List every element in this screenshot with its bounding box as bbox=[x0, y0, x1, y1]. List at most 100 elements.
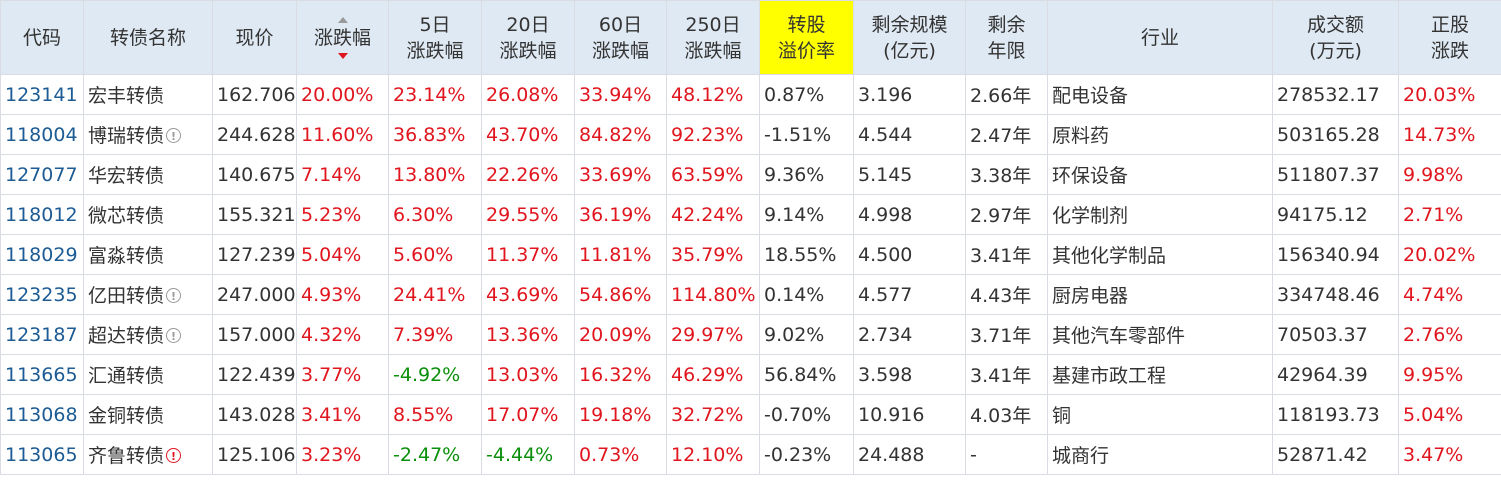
cell-name[interactable]: 华宏转债 bbox=[83, 154, 213, 195]
table-row[interactable]: 118004 博瑞转债! 244.628 11.60% 36.83% 43.70% 84.8… bbox=[0, 114, 1501, 155]
column-header-name[interactable]: 转债名称 bbox=[83, 0, 213, 75]
table-row[interactable]: 123235 亿田转债! 247.000 4.93% 24.41% 43.69% 54.86… bbox=[0, 274, 1501, 315]
cell-price: 244.628 bbox=[212, 114, 297, 155]
change-value: 5.23% bbox=[301, 203, 362, 226]
cell-code[interactable]: 123187 bbox=[0, 314, 84, 355]
d250-value: 12.10% bbox=[671, 443, 744, 466]
column-header-years[interactable]: 剩余 年限 bbox=[965, 0, 1048, 75]
column-header-d250[interactable]: 250日 涨跌幅 bbox=[666, 0, 760, 75]
column-header-d60[interactable]: 60日 涨跌幅 bbox=[574, 0, 667, 75]
years-value: 3.71年 bbox=[970, 325, 1032, 347]
change-value: 5.04% bbox=[301, 243, 362, 266]
info-circle-icon[interactable]: ! bbox=[166, 328, 182, 343]
years-value: 2.47年 bbox=[970, 125, 1032, 147]
table-row[interactable]: 113068 金铜转债 143.028 3.41% 8.55% 17.07% 19.18% 3… bbox=[0, 394, 1501, 435]
column-header-price[interactable]: 现价 bbox=[212, 0, 297, 75]
cell-d60: 16.32% bbox=[574, 354, 667, 395]
cell-name[interactable]: 金铜转债 bbox=[83, 394, 213, 435]
cell-stock_change: 20.02% bbox=[1398, 234, 1501, 275]
name-value: 华宏转债 bbox=[88, 165, 165, 187]
cell-price: 122.439 bbox=[212, 354, 297, 395]
column-header-stock_change[interactable]: 正股 涨跌 bbox=[1398, 0, 1501, 75]
name-value: 博瑞转债 bbox=[88, 125, 165, 147]
change-value: 3.77% bbox=[301, 363, 362, 386]
cell-d20: 17.07% bbox=[481, 394, 575, 435]
column-header-change[interactable]: 涨跌幅 bbox=[296, 0, 389, 75]
years-value: 2.97年 bbox=[970, 205, 1032, 227]
cell-code[interactable]: 123235 bbox=[0, 274, 84, 315]
cell-code[interactable]: 113065 bbox=[0, 434, 84, 475]
table-row[interactable]: 127077 华宏转债 140.675 7.14% 13.80% 22.26% 33.69%… bbox=[0, 154, 1501, 195]
table-row[interactable]: 123141 宏丰转债 162.706 20.00% 23.14% 26.08% 33.94… bbox=[0, 74, 1501, 115]
premium-value: 18.55% bbox=[764, 243, 837, 266]
cell-code[interactable]: 118004 bbox=[0, 114, 84, 155]
cell-name[interactable]: 齐鲁转债! bbox=[83, 434, 213, 475]
column-header-premium[interactable]: 转股 溢价率 bbox=[759, 0, 854, 75]
code-value: 113068 bbox=[5, 403, 78, 426]
stock_change-value: 3.47% bbox=[1403, 443, 1464, 466]
cell-d250: 29.97% bbox=[666, 314, 760, 355]
cell-change: 3.23% bbox=[296, 434, 389, 475]
cell-code[interactable]: 118029 bbox=[0, 234, 84, 275]
table-row[interactable]: 118029 富淼转债 127.239 5.04% 5.60% 11.37% 11.81% 3… bbox=[0, 234, 1501, 275]
column-header-label: 成交额 bbox=[1306, 13, 1364, 36]
d60-value: 19.18% bbox=[579, 403, 652, 426]
change-value: 11.60% bbox=[301, 123, 374, 146]
cell-name[interactable]: 汇通转债 bbox=[83, 354, 213, 395]
cell-premium: 9.36% bbox=[759, 154, 854, 195]
column-header-d5[interactable]: 5日 涨跌幅 bbox=[388, 0, 482, 75]
cell-industry: 其他化学制品 bbox=[1047, 234, 1273, 275]
column-header-label: 转股 bbox=[787, 13, 826, 36]
price-value: 155.321 bbox=[217, 203, 296, 226]
cell-d60: 33.69% bbox=[574, 154, 667, 195]
alert-circle-red-icon[interactable]: ! bbox=[166, 448, 182, 463]
cell-name[interactable]: 亿田转债! bbox=[83, 274, 213, 315]
cell-code[interactable]: 113665 bbox=[0, 354, 84, 395]
table-row[interactable]: 123187 超达转债! 157.000 4.32% 7.39% 13.36% 20.09%… bbox=[0, 314, 1501, 355]
column-header-code[interactable]: 代码 bbox=[0, 0, 84, 75]
cell-stock_change: 14.73% bbox=[1398, 114, 1501, 155]
cell-years: 3.41年 bbox=[965, 234, 1048, 275]
column-header-d20[interactable]: 20日 涨跌幅 bbox=[481, 0, 575, 75]
d5-value: 8.55% bbox=[393, 403, 454, 426]
cell-code[interactable]: 118012 bbox=[0, 194, 84, 235]
cell-code[interactable]: 127077 bbox=[0, 154, 84, 195]
info-circle-icon[interactable]: ! bbox=[166, 128, 182, 143]
industry-value: 铜 bbox=[1052, 405, 1072, 427]
d5-value: 5.60% bbox=[393, 243, 454, 266]
column-header-scale[interactable]: 剩余规模 (亿元) bbox=[853, 0, 966, 75]
d250-value: 42.24% bbox=[671, 203, 744, 226]
column-header-label: 剩余规模 bbox=[871, 13, 948, 36]
cell-name[interactable]: 博瑞转债! bbox=[83, 114, 213, 155]
cell-industry: 厨房电器 bbox=[1047, 274, 1273, 315]
d20-value: 43.69% bbox=[486, 283, 559, 306]
d20-value: -4.44% bbox=[486, 443, 554, 466]
table-row[interactable]: 113665 汇通转债 122.439 3.77% -4.92% 13.03% 16.32%… bbox=[0, 354, 1501, 395]
industry-value: 其他化学制品 bbox=[1052, 245, 1167, 267]
cell-name[interactable]: 富淼转债 bbox=[83, 234, 213, 275]
cell-name[interactable]: 微芯转债 bbox=[83, 194, 213, 235]
cell-code[interactable]: 123141 bbox=[0, 74, 84, 115]
table-row[interactable]: 113065 齐鲁转债! 125.106 3.23% -2.47% -4.44% 0.73%… bbox=[0, 434, 1501, 475]
table-row[interactable]: 118012 微芯转债 155.321 5.23% 6.30% 29.55% 36.19% 4… bbox=[0, 194, 1501, 235]
column-header-label: 剩余 bbox=[987, 13, 1026, 36]
cell-years: 2.97年 bbox=[965, 194, 1048, 235]
info-circle-icon[interactable]: ! bbox=[166, 288, 182, 303]
column-header-volume[interactable]: 成交额 (万元) bbox=[1272, 0, 1399, 75]
price-value: 244.628 bbox=[217, 123, 296, 146]
cell-code[interactable]: 113068 bbox=[0, 394, 84, 435]
d60-value: 33.94% bbox=[579, 83, 652, 106]
d20-value: 26.08% bbox=[486, 83, 559, 106]
cell-name[interactable]: 宏丰转债 bbox=[83, 74, 213, 115]
name-value: 超达转债 bbox=[88, 325, 165, 347]
column-header-label: 涨跌幅 bbox=[591, 39, 649, 62]
sort-down-icon bbox=[337, 52, 348, 59]
cell-price: 157.000 bbox=[212, 314, 297, 355]
cell-change: 3.41% bbox=[296, 394, 389, 435]
column-header-industry[interactable]: 行业 bbox=[1047, 0, 1273, 75]
price-value: 125.106 bbox=[217, 443, 296, 466]
d250-value: 114.80% bbox=[671, 283, 756, 306]
years-value: - bbox=[970, 443, 977, 466]
premium-value: 9.14% bbox=[764, 203, 825, 226]
cell-name[interactable]: 超达转债! bbox=[83, 314, 213, 355]
